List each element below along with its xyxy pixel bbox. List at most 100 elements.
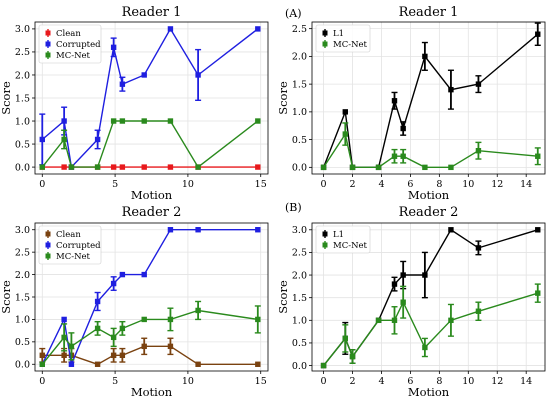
data-point-clean	[110, 352, 117, 359]
chart-title: Reader 2	[122, 205, 182, 220]
data-point-mc-net	[448, 317, 454, 324]
legend-label-mc-net: MC-Net	[333, 241, 368, 251]
legend-label-l1: L1	[333, 230, 344, 240]
y-axis-label: Score	[276, 280, 290, 314]
legend-label-l1: L1	[333, 29, 344, 39]
chart-title: Reader 1	[122, 5, 182, 20]
data-point-clean	[255, 164, 261, 170]
y-tick-label: 0.5	[292, 135, 307, 146]
data-point-l1	[475, 245, 482, 251]
legend-marker-mc-net	[322, 41, 328, 47]
data-point-l1	[535, 227, 541, 233]
x-tick-label: 5	[112, 179, 118, 190]
data-point-mc-net	[119, 118, 126, 124]
data-point-mc-net	[391, 153, 398, 159]
data-point-mc-net	[119, 325, 126, 332]
y-axis-label: Score	[0, 280, 13, 314]
x-tick-label: 10	[462, 376, 474, 387]
x-axis-label: Motion	[131, 188, 173, 202]
data-point-l1	[422, 272, 428, 278]
series-line-mc-net	[41, 120, 259, 169]
y-tick-label: 1.5	[15, 292, 30, 303]
x-tick-label: 12	[491, 179, 503, 190]
plot-frame	[311, 21, 546, 175]
data-point-mc-net	[535, 153, 541, 159]
y-tick-label: 3.0	[15, 24, 30, 35]
data-point-corrupted	[110, 280, 117, 287]
legend-marker-corrupted	[45, 41, 51, 47]
data-point-clean	[39, 352, 45, 359]
data-point-mc-net	[94, 325, 101, 332]
x-axis-label: Motion	[408, 188, 450, 202]
data-point-clean	[110, 164, 117, 170]
x-tick-label: 2	[349, 179, 355, 190]
chart-reader1-right: 0 2 4 6 8 10 12 14 0.0 0.5 1.0 1.5 2.0 2.5 Reader 1 Mot…	[276, 5, 546, 202]
data-point-mc-net	[110, 118, 117, 124]
data-point-clean	[119, 164, 126, 170]
x-tick-label: 0	[321, 179, 327, 190]
data-point-l1	[391, 281, 398, 287]
legend-box	[38, 24, 102, 64]
data-point-corrupted	[94, 298, 101, 305]
data-point-clean	[61, 164, 67, 170]
data-point-clean	[141, 343, 147, 350]
data-point-mc-net	[320, 164, 327, 171]
data-point-mc-net	[167, 118, 174, 124]
data-point-l1	[400, 272, 406, 278]
y-tick-label: 1.0	[15, 315, 30, 326]
y-axis-label: Score	[276, 81, 290, 115]
y-tick-label: 2.5	[15, 247, 30, 258]
data-point-mc-net	[535, 290, 541, 296]
x-tick-label: 0	[321, 376, 327, 387]
data-point-corrupted	[94, 136, 101, 143]
x-tick-label: 4	[378, 376, 384, 387]
data-point-mc-net	[110, 334, 117, 341]
data-point-l1	[475, 81, 482, 87]
x-tick-label: 15	[255, 376, 267, 387]
legend-label-corrupted: Corrupted	[56, 40, 101, 50]
legend-label-clean: Clean	[56, 29, 81, 39]
data-point-mc-net	[448, 164, 454, 171]
y-tick-label: 3.0	[292, 225, 307, 236]
series-line-mc-net	[41, 309, 258, 365]
series-line-corrupted	[41, 27, 259, 169]
legend-marker-mc-net	[45, 52, 51, 58]
y-tick-label: 0.0	[15, 162, 30, 173]
x-tick-label: 14	[520, 376, 532, 387]
data-point-mc-net	[39, 164, 45, 170]
x-tick-label: 14	[520, 179, 532, 190]
data-point-mc-net	[349, 353, 356, 360]
chart-title: Reader 2	[399, 205, 459, 220]
data-point-mc-net	[39, 361, 45, 367]
data-point-corrupted	[167, 227, 174, 233]
data-point-l1	[400, 125, 406, 132]
series-mc-net	[39, 118, 261, 170]
y-axis-label: Score	[0, 81, 13, 115]
data-point-mc-net	[141, 316, 147, 323]
data-point-mc-net	[320, 362, 327, 369]
legend-label-corrupted: Corrupted	[56, 241, 101, 251]
data-point-corrupted	[110, 44, 117, 51]
data-point-mc-net	[61, 136, 67, 143]
legend-marker-mc-net	[322, 242, 328, 248]
x-tick-label: 0	[39, 179, 45, 190]
data-point-mc-net	[422, 164, 428, 171]
x-tick-label: 8	[436, 179, 442, 190]
data-point-mc-net	[400, 299, 406, 305]
data-point-corrupted	[61, 118, 67, 124]
data-point-clean	[61, 352, 67, 359]
data-point-clean	[167, 343, 174, 350]
data-point-mc-net	[342, 335, 348, 342]
y-tick-label: 2.0	[15, 70, 30, 81]
y-tick-label: 2.5	[15, 47, 30, 58]
data-point-l1	[448, 227, 454, 233]
series-mc-net	[39, 300, 261, 367]
data-point-corrupted	[255, 26, 261, 32]
legend-marker-l1	[322, 30, 328, 36]
legend-box	[38, 225, 102, 265]
y-tick-label: 2.0	[15, 270, 30, 281]
x-tick-label: 6	[407, 376, 413, 387]
y-tick-label: 1.5	[15, 93, 30, 104]
